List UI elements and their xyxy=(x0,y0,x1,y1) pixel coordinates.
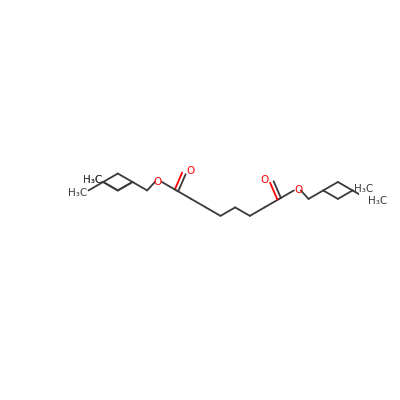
Text: O: O xyxy=(294,186,303,196)
Text: O: O xyxy=(153,177,161,187)
Text: H₃C: H₃C xyxy=(83,176,102,186)
Text: H₃C: H₃C xyxy=(368,196,388,206)
Text: H₃C: H₃C xyxy=(83,175,102,185)
Text: H₃C: H₃C xyxy=(354,184,373,194)
Text: H₃C: H₃C xyxy=(68,188,87,198)
Text: O: O xyxy=(261,175,269,185)
Text: O: O xyxy=(186,166,194,176)
